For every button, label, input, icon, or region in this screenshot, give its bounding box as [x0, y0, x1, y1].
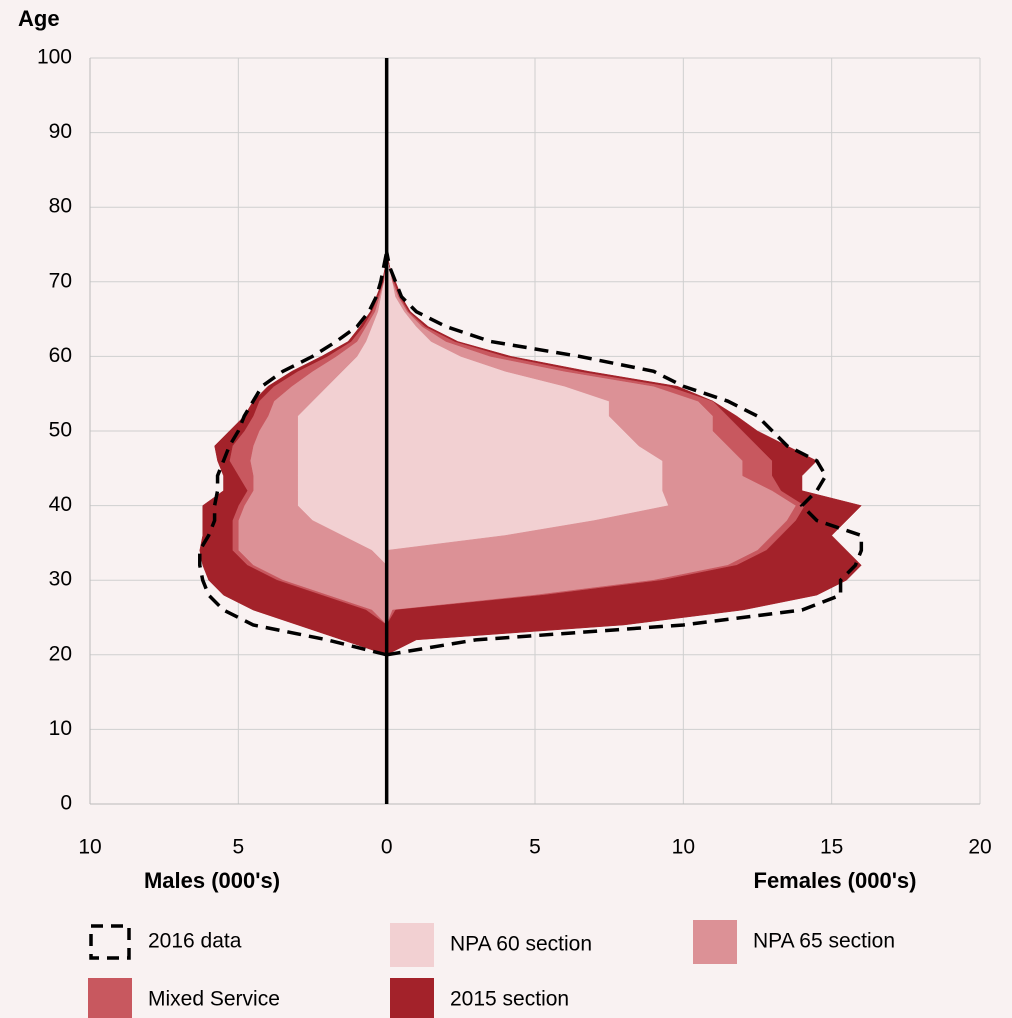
legend-key [89, 924, 131, 960]
y-tick-label: 100 [37, 46, 72, 69]
x-tick-label: 0 [381, 836, 393, 859]
y-tick-label: 10 [49, 717, 72, 740]
legend-key [390, 978, 434, 1018]
y-tick-label: 80 [49, 195, 72, 218]
x-tick-label: 10 [78, 836, 101, 859]
y-tick-label: 40 [49, 493, 72, 516]
y-tick-label: 90 [49, 120, 72, 143]
x-tick-label: 20 [968, 836, 991, 859]
y-tick-label: 60 [49, 344, 72, 367]
y-tick-label: 0 [60, 792, 72, 815]
x-axis-label-right: Females (000's) [754, 868, 917, 893]
legend-key [88, 978, 132, 1018]
y-tick-label: 50 [49, 419, 72, 442]
legend-label: 2016 data [148, 930, 242, 953]
legend-label: NPA 65 section [753, 930, 895, 953]
x-axis-label-left: Males (000's) [144, 868, 280, 893]
y-tick-label: 70 [49, 269, 72, 292]
legend-key [693, 920, 737, 964]
outline-males [198, 251, 389, 657]
legend-label: 2015 section [450, 988, 569, 1011]
x-tick-label: 15 [820, 836, 843, 859]
outline-females [384, 251, 864, 657]
legend-label: NPA 60 section [450, 933, 592, 956]
x-tick-label: 5 [232, 836, 244, 859]
y-tick-label: 20 [49, 642, 72, 665]
y-tick-label: 30 [49, 568, 72, 591]
legend-label: Mixed Service [148, 988, 280, 1011]
x-tick-label: 5 [529, 836, 541, 859]
y-axis-label: Age [18, 6, 60, 31]
legend-key [390, 923, 434, 967]
x-tick-label: 10 [672, 836, 695, 859]
